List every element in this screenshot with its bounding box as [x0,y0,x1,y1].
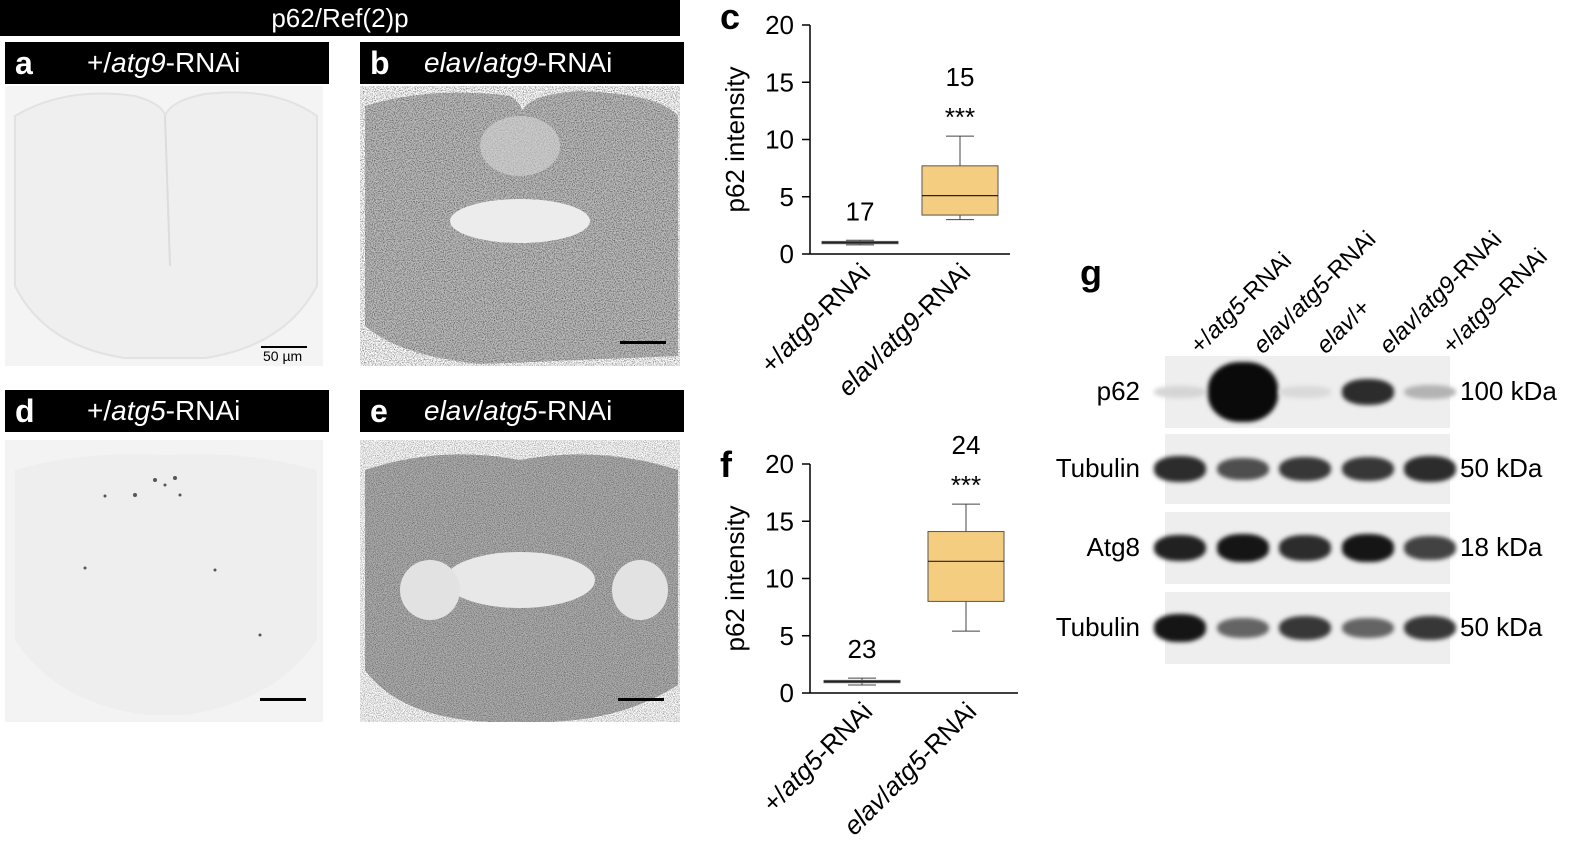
y-tick-label: 10 [765,564,794,594]
panel-b-micrograph [360,86,680,366]
blot-band [1342,534,1394,562]
blot-band [1154,386,1206,398]
panel-e-genotype: elav/atg5-RNAi [424,395,613,426]
panel-d-label-bar: d +/atg5-RNAi [5,390,329,432]
n-label: 15 [946,62,975,92]
figure-header: p62/Ref(2)p [0,0,680,36]
panel-b-label-bar: b elav/atg9-RNAi [360,42,684,84]
panel-a-label-bar: a +/atg9-RNAi [5,42,329,84]
scale-label-a: 50 µm [263,348,303,364]
blot-kda-label: 50 kDa [1460,453,1543,483]
y-tick-label: 20 [765,10,794,40]
blot-row-label: Atg8 [1086,532,1141,562]
panel-a-micrograph: 50 µm [5,86,323,366]
panel-c-letter: c [720,0,741,37]
y-tick-label: 5 [780,182,794,212]
significance-label: *** [951,470,981,500]
blot-kda-label: 18 kDa [1460,532,1543,562]
blot-band [1404,615,1456,641]
header-title: p62/Ref(2)p [271,3,409,33]
significance-label: *** [945,102,975,132]
brain-outline-a [14,91,318,359]
panel-d-letter: d [15,393,35,429]
box [927,531,1005,602]
y-tick-label: 15 [765,67,794,97]
panel-a-genotype: +/atg9-RNAi [87,47,241,78]
blot-band [1279,386,1331,398]
blot-row-label: p62 [1096,376,1140,406]
blot-band [1217,534,1269,562]
n-label: 23 [848,634,877,664]
box [921,165,999,216]
blot-band [1404,536,1456,560]
brain-stain-e [360,440,680,722]
blot-band [1208,362,1278,422]
panel-e-letter: e [370,393,388,429]
blot-row-label: Tubulin [1055,453,1140,483]
blot-band [1217,617,1269,639]
y-axis-label: p62 intensity [720,506,750,652]
panel-d-micrograph [5,440,323,722]
scale-bar-b [620,341,666,344]
brain-stain-b [360,86,680,366]
n-label: 17 [846,196,875,226]
western-blot: p62 100 kDa Tubulin 50 kDa Atg8 18 kDa Tubulin… [1040,356,1589,666]
panel-d-genotype: +/atg5-RNAi [87,395,241,426]
blot-band [1342,456,1394,482]
blot-band [1404,456,1456,482]
blot-band [1404,384,1456,400]
blot-band [1279,615,1331,641]
scale-bar-d [260,698,306,701]
blot-band [1279,535,1331,561]
panel-e-label-bar: e elav/atg5-RNAi [360,390,684,432]
panel-e-micrograph [360,440,680,722]
panel-b-genotype: elav/atg9-RNAi [424,47,613,78]
scale-bar-e [618,698,664,701]
y-tick-label: 0 [780,678,794,708]
y-tick-label: 5 [780,621,794,651]
blot-kda-label: 100 kDa [1460,376,1557,406]
blot-band [1342,379,1394,405]
blot-band [1342,617,1394,639]
panel-a-letter: a [15,45,33,81]
western-lane-labels: +/atg5-RNAi elav/atg5-RNAi elav/+ elav/atg9… [1165,190,1553,359]
blot-band [1217,457,1269,481]
panel-f-letter: f [720,444,732,485]
blot-band [1154,534,1206,562]
panel-b-letter: b [370,45,390,81]
panel-g-letter: g [1080,252,1102,293]
blot-row-label: Tubulin [1055,612,1140,642]
scale-bar-a [261,346,307,348]
blot-band [1154,614,1206,642]
n-label: 24 [952,430,981,460]
brain-stain-d [15,454,317,715]
y-tick-label: 0 [780,239,794,269]
blot-band [1154,456,1206,482]
blot-band [1279,456,1331,482]
y-tick-label: 15 [765,506,794,536]
blot-kda-label: 50 kDa [1460,612,1543,642]
y-tick-label: 20 [765,449,794,479]
y-tick-label: 10 [765,125,794,155]
y-axis-label: p62 intensity [720,67,750,213]
